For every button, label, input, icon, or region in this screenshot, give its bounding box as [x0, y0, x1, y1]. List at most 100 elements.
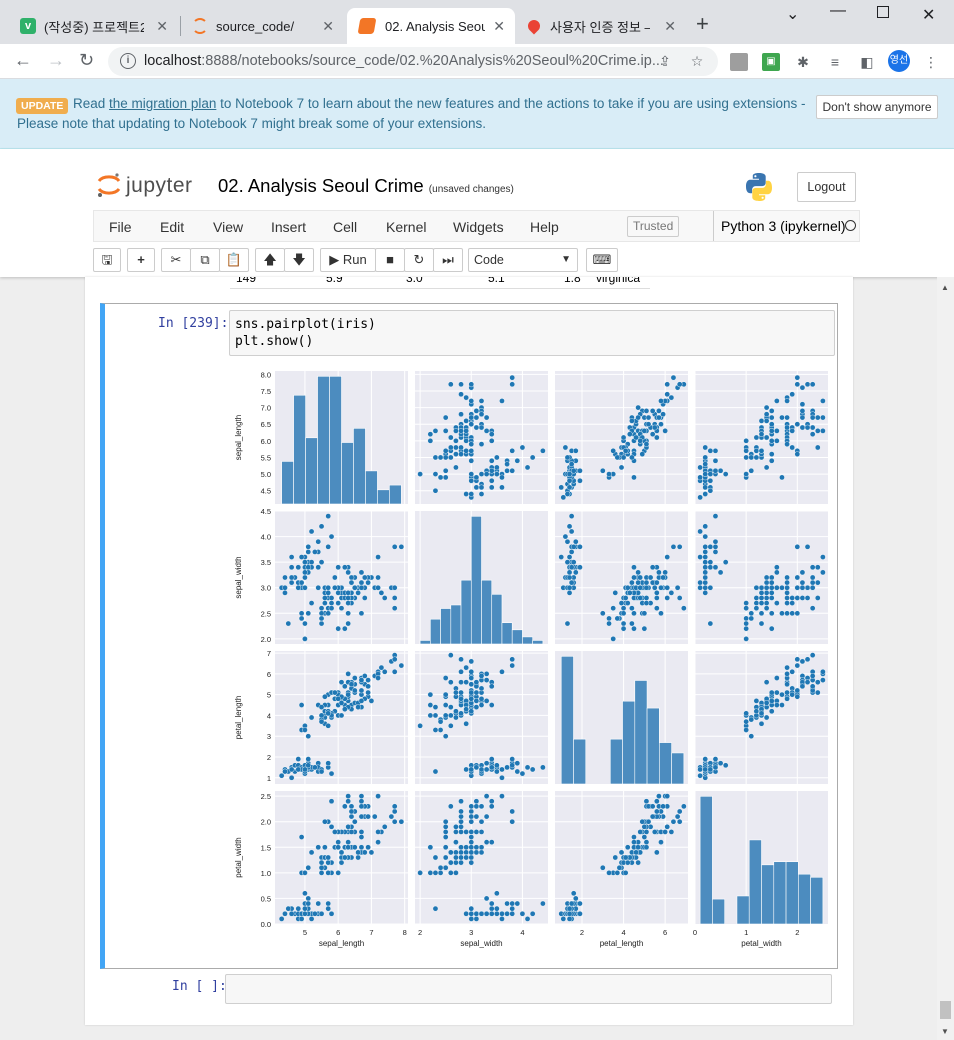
- scatter-point: [622, 870, 629, 876]
- browser-tab-4[interactable]: 사용자 인증 정보 – ✕: [518, 8, 686, 44]
- bookmark-star-icon[interactable]: ☆: [690, 53, 704, 69]
- scatter-point: [468, 398, 475, 404]
- save-icon[interactable]: 🖫: [93, 248, 121, 272]
- media-queue-icon[interactable]: ≡: [830, 54, 840, 70]
- kernel-name[interactable]: Python 3 (ipykernel): [713, 211, 846, 241]
- keyboard-icon[interactable]: ⌨: [586, 248, 618, 272]
- close-icon[interactable]: ✕: [322, 18, 334, 34]
- histogram-bar: [785, 861, 799, 925]
- window-close-icon[interactable]: ✕: [922, 7, 936, 24]
- scatter-point: [432, 428, 439, 434]
- menu-view[interactable]: View: [213, 219, 244, 235]
- scatter-point: [697, 579, 703, 586]
- migration-plan-link[interactable]: the migration plan: [109, 96, 217, 111]
- menu-insert[interactable]: Insert: [271, 219, 307, 235]
- scatter-point: [504, 764, 510, 771]
- profile-avatar[interactable]: 영선: [888, 50, 910, 72]
- browser-tab-2[interactable]: source_code/ ✕: [182, 8, 344, 44]
- maximize-icon[interactable]: [877, 6, 889, 18]
- restart-kernel-icon[interactable]: ↻: [404, 248, 434, 272]
- menu-cell[interactable]: Cell: [333, 219, 358, 235]
- page-scrollbar[interactable]: ▲ ▼: [937, 277, 954, 1040]
- scatter-point: [768, 584, 775, 591]
- scatter-point: [763, 700, 770, 706]
- move-down-arrow-icon[interactable]: 🡇: [284, 248, 314, 272]
- back-arrow-icon[interactable]: ←: [14, 50, 32, 70]
- stop-square-icon[interactable]: ■: [375, 248, 405, 272]
- logout-button[interactable]: Logout: [797, 172, 856, 202]
- menu-widgets[interactable]: Widgets: [453, 219, 504, 235]
- scroll-up-icon[interactable]: ▲: [941, 283, 949, 292]
- scatter-point: [463, 394, 469, 401]
- scatter-point: [453, 444, 459, 451]
- menu-kernel[interactable]: Kernel: [386, 219, 427, 235]
- scatter-point: [779, 702, 785, 708]
- scatter-point: [794, 574, 801, 581]
- scatter-point: [478, 803, 485, 810]
- scatter-point: [702, 574, 709, 581]
- trusted-indicator[interactable]: Trusted: [627, 216, 680, 237]
- notebook-title[interactable]: 02. Analysis Seoul Crime (unsaved change…: [218, 175, 514, 197]
- menu-edit[interactable]: Edit: [160, 219, 185, 235]
- maps-pin-icon: [525, 17, 543, 35]
- menu-file[interactable]: File: [109, 219, 132, 235]
- scroll-down-icon[interactable]: ▼: [941, 1027, 949, 1036]
- selected-code-cell[interactable]: In [239]: sns.pairplot(iris) plt.show() …: [100, 303, 838, 969]
- scatter-point: [381, 668, 388, 675]
- side-panel-icon[interactable]: ◧: [860, 54, 874, 70]
- scatter-point: [651, 584, 658, 591]
- scatter-point: [463, 448, 469, 454]
- scatter-point: [328, 600, 335, 606]
- scatter-point: [442, 864, 449, 871]
- empty-code-editor[interactable]: [225, 974, 832, 1004]
- scatter-point: [325, 544, 331, 550]
- close-icon[interactable]: ✕: [156, 18, 168, 34]
- jupyter-wordmark[interactable]: jupyter: [126, 174, 193, 197]
- forward-arrow-icon[interactable]: →: [47, 50, 65, 70]
- share-icon[interactable]: ⇪: [659, 53, 671, 69]
- scatter-point: [789, 595, 795, 601]
- scrollbar-thumb[interactable]: [940, 1001, 951, 1019]
- jupyter-logo-icon[interactable]: [96, 172, 122, 198]
- dont-show-anymore-button[interactable]: Don't show anymore: [816, 95, 938, 119]
- cell-type-select[interactable]: Code ▼: [468, 248, 578, 272]
- fast-forward-icon[interactable]: ⏭: [433, 248, 463, 272]
- url-field[interactable]: i localhost:8888/notebooks/source_code/0…: [108, 47, 718, 76]
- code-editor[interactable]: sns.pairplot(iris) plt.show(): [229, 310, 835, 356]
- notebook-name[interactable]: 02. Analysis Seoul Crime: [218, 175, 424, 196]
- scatter-point: [560, 494, 567, 501]
- browser-tab-1[interactable]: v (작성중) 프로젝트2 ✕: [10, 8, 178, 44]
- scatter-point: [365, 813, 371, 820]
- scatter-point: [473, 698, 480, 704]
- reload-icon[interactable]: ↻: [79, 50, 95, 70]
- scatter-point: [473, 414, 480, 421]
- extension-green-icon[interactable]: ▣: [762, 53, 780, 71]
- paste-icon[interactable]: 📋: [219, 248, 249, 272]
- scatter-point: [712, 538, 719, 545]
- scatter-point: [670, 374, 677, 381]
- scatter-point: [635, 404, 641, 411]
- scatter-point: [375, 829, 381, 835]
- info-icon[interactable]: i: [120, 53, 136, 69]
- puzzle-extensions-icon[interactable]: ✱: [797, 54, 809, 70]
- minimize-icon[interactable]: —: [830, 2, 846, 19]
- histogram-bar: [460, 579, 472, 645]
- code-text[interactable]: sns.pairplot(iris) plt.show(): [235, 317, 376, 349]
- menu-help[interactable]: Help: [530, 219, 559, 235]
- move-up-arrow-icon[interactable]: 🡅: [255, 248, 285, 272]
- run-button[interactable]: ▶ Run: [320, 248, 376, 272]
- extension-photo-icon[interactable]: [730, 53, 748, 71]
- y-tick-label: 3.5: [261, 558, 271, 567]
- cut-icon[interactable]: ✂: [161, 248, 191, 272]
- more-vert-icon[interactable]: ⋮: [924, 54, 938, 70]
- histogram-bar: [450, 604, 462, 645]
- chevron-down-icon[interactable]: ⌄: [786, 6, 800, 23]
- browser-tab-3-active[interactable]: 02. Analysis Seoul ✕: [347, 8, 515, 44]
- scatter-point: [442, 454, 449, 461]
- close-icon[interactable]: ✕: [493, 18, 505, 34]
- new-tab-plus-icon[interactable]: +: [696, 11, 709, 36]
- copy-icon[interactable]: ⧉: [190, 248, 220, 272]
- close-icon[interactable]: ✕: [664, 18, 676, 34]
- scatter-point: [643, 408, 650, 414]
- insert-cell-plus-icon[interactable]: +: [127, 248, 155, 272]
